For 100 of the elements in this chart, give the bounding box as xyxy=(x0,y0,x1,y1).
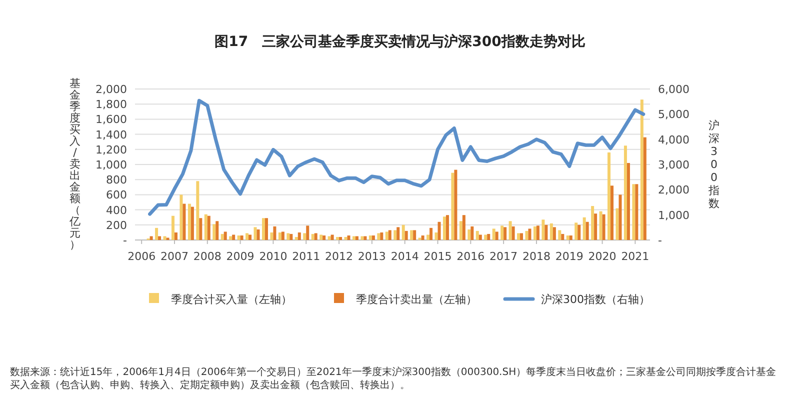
bar xyxy=(552,227,556,240)
x-tick-label: 2010 xyxy=(259,250,288,263)
bar xyxy=(385,232,388,240)
x-tick-label: 2017 xyxy=(490,250,518,263)
bar xyxy=(182,204,186,240)
bar xyxy=(264,218,268,240)
bar xyxy=(360,236,364,240)
y2-tick-label: 2,000 xyxy=(658,184,690,197)
bar xyxy=(582,217,586,240)
source-note: 数据来源：统计近15年，2006年1月4日（2006年第一个交易日）至2021年一季度末沪深300指数（000300.SH）每季度末当日收盘价；三家基金公司同期按季度合计基金买入金额（包含认购、申购、转换入、定期定额申购）及卖出金额（包含赎回、转换出）。 xyxy=(10,366,778,392)
bar xyxy=(254,227,257,240)
bar xyxy=(278,232,282,240)
chart-title: 图17 三家公司基金季度买卖情况与沪深300指数走势对比 xyxy=(214,33,586,50)
bar xyxy=(237,235,240,240)
bar xyxy=(608,152,611,240)
bar xyxy=(404,230,408,240)
bar xyxy=(248,234,252,240)
y-tick-label: 1,000 xyxy=(96,158,127,172)
bar xyxy=(396,227,400,240)
bar xyxy=(635,184,638,240)
bar xyxy=(618,194,622,240)
y2-tick-label: 1,000 xyxy=(658,208,690,222)
x-tick-label: 2009 xyxy=(226,250,254,263)
y-tick-label: 200 xyxy=(106,218,127,232)
bar xyxy=(413,230,416,240)
bar xyxy=(352,236,356,240)
bar xyxy=(229,236,232,240)
bar xyxy=(640,100,644,240)
bar xyxy=(558,230,562,240)
x-tick-label: 2021 xyxy=(621,250,650,263)
bar xyxy=(517,233,520,240)
bar xyxy=(394,230,397,240)
x-tick-label: 2007 xyxy=(160,250,188,263)
bar xyxy=(240,235,244,240)
bar xyxy=(478,234,482,240)
bar xyxy=(190,206,194,240)
bar xyxy=(246,233,249,240)
bar xyxy=(533,226,536,240)
bar xyxy=(262,218,265,240)
bar xyxy=(624,146,627,240)
text: 基金季度买入/卖出金额（亿元） xyxy=(70,77,80,251)
x-tick-label: 2014 xyxy=(390,250,419,263)
bar xyxy=(500,226,504,240)
bar xyxy=(643,137,646,240)
bar xyxy=(330,234,334,240)
bar xyxy=(220,234,224,240)
bar xyxy=(306,226,310,240)
bar xyxy=(311,234,314,240)
bar xyxy=(320,234,323,240)
y-tick-label: 400 xyxy=(106,204,127,217)
y-tick-label: 1,600 xyxy=(96,113,127,126)
bar xyxy=(410,230,414,240)
bar xyxy=(212,224,216,240)
bar xyxy=(566,235,570,240)
bar xyxy=(544,224,548,240)
x-tick-label: 2020 xyxy=(588,250,616,263)
bar xyxy=(542,220,545,240)
x-tick-label: 2019 xyxy=(555,250,584,263)
y-tick-label: - xyxy=(123,234,128,247)
y-tick-label: 1,200 xyxy=(96,143,127,156)
bar xyxy=(520,233,524,240)
x-tick-label: 2013 xyxy=(358,250,386,263)
bar xyxy=(224,232,227,240)
bar xyxy=(602,214,606,240)
y2-tick-label: 6,000 xyxy=(658,83,690,96)
bar xyxy=(594,214,598,240)
bar xyxy=(470,226,474,240)
bar xyxy=(578,224,581,240)
bar xyxy=(388,230,392,240)
bar xyxy=(626,162,630,240)
bar xyxy=(574,222,578,240)
bar xyxy=(322,235,326,240)
legend-label: 沪深300指数（右轴） xyxy=(541,293,650,306)
bar xyxy=(290,234,293,240)
bar xyxy=(459,221,462,240)
y2-tick-label: 3,000 xyxy=(658,158,690,172)
bar xyxy=(591,206,594,240)
x-tick-label: 2008 xyxy=(193,250,222,263)
bar xyxy=(616,208,619,240)
bar xyxy=(232,234,236,240)
y-tick-label: 600 xyxy=(106,188,127,202)
bar xyxy=(402,224,405,240)
y-tick-label: 2,000 xyxy=(96,83,127,96)
bar xyxy=(495,232,498,240)
bar xyxy=(344,236,348,240)
bar xyxy=(273,226,276,240)
x-tick-label: 2016 xyxy=(456,250,485,263)
bar xyxy=(528,228,532,240)
bar xyxy=(270,232,274,240)
bar xyxy=(610,186,614,240)
x-tick-label: 2012 xyxy=(325,250,354,263)
bar xyxy=(484,234,488,240)
bar xyxy=(462,215,466,240)
bar xyxy=(368,235,372,240)
bar xyxy=(339,236,342,240)
bar xyxy=(158,236,162,240)
bar xyxy=(536,226,540,240)
bar xyxy=(196,181,200,240)
bar xyxy=(163,236,166,240)
y2-tick-label: 4,000 xyxy=(658,133,690,146)
